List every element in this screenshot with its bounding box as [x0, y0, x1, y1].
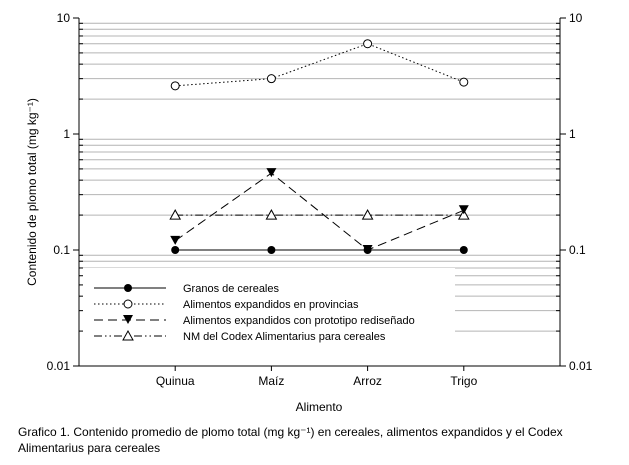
data-point	[266, 74, 276, 84]
y-tick-label: 10	[57, 11, 71, 25]
x-tick-label: Trigo	[450, 374, 477, 388]
data-point	[362, 245, 373, 254]
data-point	[459, 77, 469, 87]
y-tick-label: 0.1	[53, 243, 70, 257]
data-point	[459, 246, 468, 254]
data-point	[457, 209, 470, 220]
legend-label: NM del Codex Alimentarius para cereales	[183, 331, 386, 343]
legend: Granos de cereales Alimentos expandidos e…	[94, 283, 415, 343]
data-point	[458, 205, 469, 215]
series	[169, 39, 470, 254]
series-line	[175, 43, 464, 87]
x-tick-label: Maíz	[258, 374, 284, 388]
legend-label: Granos de cereales	[183, 283, 279, 295]
x-axis-label: Alimento	[296, 400, 343, 414]
x-tick-label: Arroz	[353, 374, 382, 388]
gridlines	[79, 22, 560, 332]
series-line	[174, 172, 464, 251]
y-axis-label: Contenido de plomo total (mg kg⁻¹)	[25, 98, 39, 286]
y-tick-label-right: 10	[569, 11, 583, 25]
legend-marker	[122, 329, 134, 341]
y-tick-label-right: 0.01	[569, 359, 593, 373]
data-point	[170, 81, 180, 91]
data-point	[169, 209, 182, 220]
legend-label: Alimentos expandidos en provincias	[183, 299, 359, 311]
data-point	[171, 246, 180, 254]
y-tick-label-right: 1	[569, 127, 576, 141]
data-point	[265, 209, 278, 220]
chart: 0.01 0.01 0.1 0.1 1 1 10 10 Quinua Maíz Arroz Trigo…	[25, 11, 593, 414]
x-tick-label: Quinua	[156, 374, 195, 388]
figure-caption: Grafico 1. Contenido promedio de plomo t…	[18, 425, 563, 455]
data-point	[266, 168, 277, 178]
legend-box	[80, 268, 455, 352]
data-point	[361, 209, 374, 220]
legend-marker	[123, 299, 133, 309]
data-point	[363, 39, 373, 49]
data-point	[170, 235, 181, 245]
y-tick-label: 0.01	[47, 359, 71, 373]
axes: 0.01 0.01 0.1 0.1 1 1 10 10 Quinua Maíz Arroz Trigo	[47, 11, 593, 388]
y-tick-label-right: 0.1	[569, 243, 586, 257]
legend-marker	[123, 315, 133, 324]
y-tick-label: 1	[63, 127, 70, 141]
data-point	[267, 246, 276, 254]
legend-label: Alimentos expandidos con prototipo redis…	[183, 315, 415, 327]
legend-marker	[124, 284, 132, 292]
